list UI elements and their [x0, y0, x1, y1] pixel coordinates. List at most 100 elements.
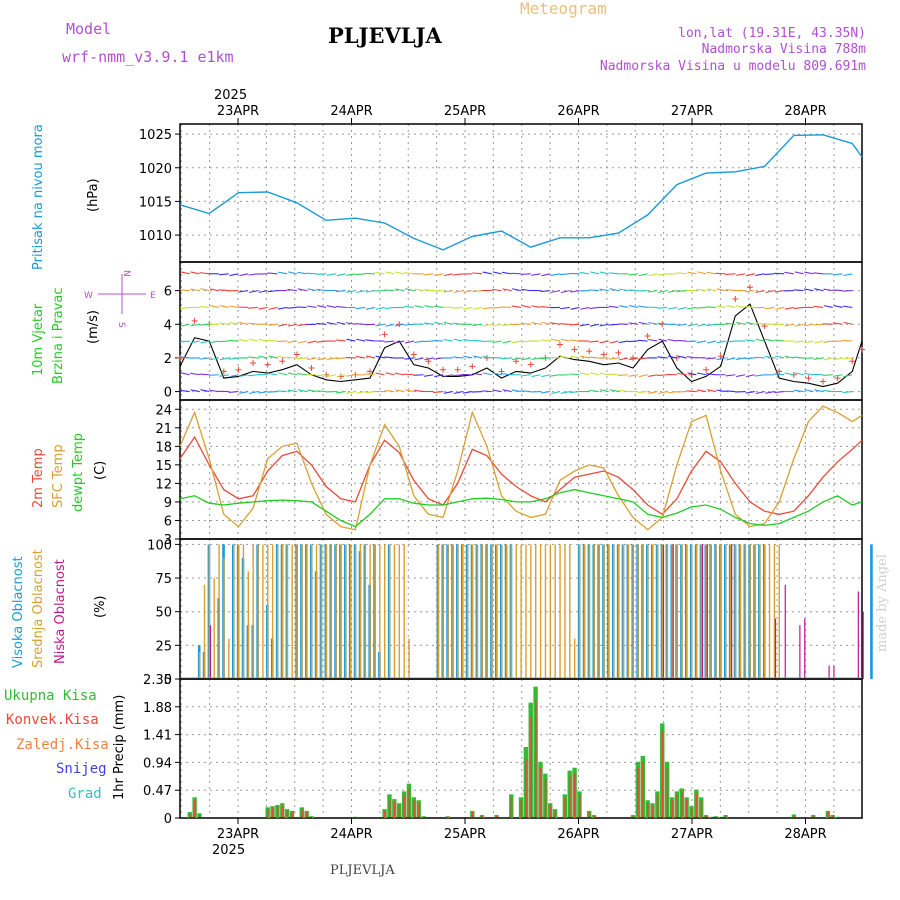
- wind-arrow: [531, 305, 541, 308]
- precip-convective-bar: [471, 812, 474, 818]
- mid-cloud-bar: [232, 544, 235, 679]
- wind-arrow: [540, 391, 551, 394]
- wind-arrow: [589, 389, 600, 393]
- wind-arrow: [218, 340, 229, 343]
- wind-arrow: [842, 391, 853, 394]
- wind-arrow: [589, 289, 599, 292]
- mid-cloud-bar: [725, 544, 727, 679]
- wind-gust-marker: [776, 368, 783, 375]
- wind-arrow: [754, 356, 765, 359]
- wind-arrow: [229, 374, 239, 378]
- wind-arrow: [833, 374, 843, 377]
- mid-cloud-bar: [315, 544, 318, 679]
- wind-arrow: [287, 340, 297, 344]
- wind-gust-marker: [746, 284, 753, 291]
- wind-arrow: [725, 322, 736, 325]
- temp-ytick-label: 9: [164, 496, 172, 511]
- precip-convective-bar: [198, 815, 201, 818]
- mid-cloud-bar: [544, 544, 547, 679]
- wind-arrow: [774, 339, 785, 342]
- wind-arrow: [813, 357, 824, 360]
- top-day-labels: 23APR 24APR 25APR 26APR 27APR 28APR: [217, 104, 827, 124]
- pressure-ytick-label: 1010: [139, 229, 172, 244]
- wind-arrow: [452, 356, 463, 359]
- wind-arrow: [199, 272, 210, 275]
- low-cloud-bar: [833, 665, 835, 679]
- wind-arrow: [218, 289, 229, 292]
- precip-ylabel: 1hr Precip (mm): [112, 695, 127, 800]
- wind-arrow: [804, 271, 814, 275]
- wind-arrow: [569, 339, 580, 342]
- wind-arrow: [287, 288, 297, 292]
- precip-convective-bar: [403, 795, 406, 818]
- wind-arrow: [492, 389, 502, 393]
- wind-arrow: [394, 340, 405, 344]
- mid-cloud-bar: [651, 544, 654, 679]
- wind-arrow: [277, 390, 288, 393]
- wind-arrow: [540, 290, 551, 293]
- high-cloud-bar: [870, 544, 873, 679]
- wind-arrow: [619, 357, 629, 361]
- low-cloud-bar: [731, 544, 733, 679]
- wind-arrow: [589, 340, 599, 343]
- mid-cloud-bar: [257, 544, 259, 679]
- wind-arrow: [590, 323, 600, 327]
- mid-cloud-bar: [301, 544, 303, 679]
- wind-arrow: [190, 340, 200, 344]
- mid-cloud-bar: [690, 544, 693, 679]
- temp-ylabel-2: SFC Temp: [51, 444, 66, 508]
- wind-arrow: [355, 323, 366, 325]
- wind-arrow: [365, 306, 375, 310]
- precip-convective-bar: [271, 807, 274, 818]
- wind-arrow: [404, 340, 414, 344]
- cloud-ytick-label: 50: [155, 606, 172, 621]
- precip-convective-bar: [535, 699, 537, 818]
- wind-arrow: [609, 340, 619, 344]
- wind-ylabel-2: Brzina i Pravac: [51, 287, 66, 384]
- mid-cloud-bar: [247, 571, 249, 679]
- wind-arrow: [317, 357, 327, 361]
- temp-frame: [179, 399, 863, 540]
- wind-arrow: [667, 355, 677, 359]
- wind-arrow: [267, 290, 278, 293]
- cloud-ytick-label: 25: [155, 639, 172, 654]
- wind-arrow: [735, 322, 746, 325]
- wind-arrow: [560, 338, 570, 342]
- wind-arrow: [774, 391, 785, 394]
- precip-convective-bar: [715, 816, 717, 818]
- wind-arrow: [793, 306, 804, 310]
- wind-arrow: [726, 304, 736, 308]
- wind-arrow: [521, 288, 531, 292]
- low-cloud-bar: [862, 611, 864, 679]
- wind-arrow: [482, 271, 492, 275]
- wind-arrow: [287, 323, 298, 327]
- wind-gust-marker: [703, 366, 710, 373]
- precip-convective-bar: [700, 800, 703, 818]
- wind-gust-marker: [688, 371, 695, 378]
- temp-ytick-label: 12: [155, 477, 172, 492]
- wind-arrow: [814, 340, 824, 344]
- mid-cloud-bar: [583, 544, 586, 679]
- wind-arrow: [394, 372, 405, 376]
- wind-arrow: [580, 355, 590, 359]
- mid-cloud-bar: [379, 544, 381, 679]
- wind-arrow: [297, 373, 307, 376]
- lonlat-text: lon,lat (19.31E, 43.35N): [678, 26, 866, 41]
- wind-gust-marker: [469, 363, 476, 370]
- wind-arrow: [540, 305, 551, 308]
- mid-cloud-bar: [325, 544, 327, 679]
- wind-arrow: [219, 357, 229, 361]
- mid-cloud-bar: [291, 544, 293, 679]
- mid-cloud-bar: [632, 544, 634, 679]
- wind-arrow: [433, 339, 444, 342]
- wind-arrow: [287, 306, 297, 309]
- mid-cloud-bar: [335, 544, 337, 679]
- bottom-day-labels: 23APR 24APR 25APR 26APR 27APR 28APR: [217, 818, 827, 842]
- mid-cloud-bar: [198, 652, 201, 679]
- mid-cloud-bar: [559, 544, 561, 679]
- mid-cloud-bar: [661, 544, 664, 679]
- wind-arrow: [375, 355, 385, 359]
- wind-arrow: [677, 355, 687, 359]
- wind-arrow: [774, 290, 785, 293]
- wind-gust-marker: [556, 341, 563, 348]
